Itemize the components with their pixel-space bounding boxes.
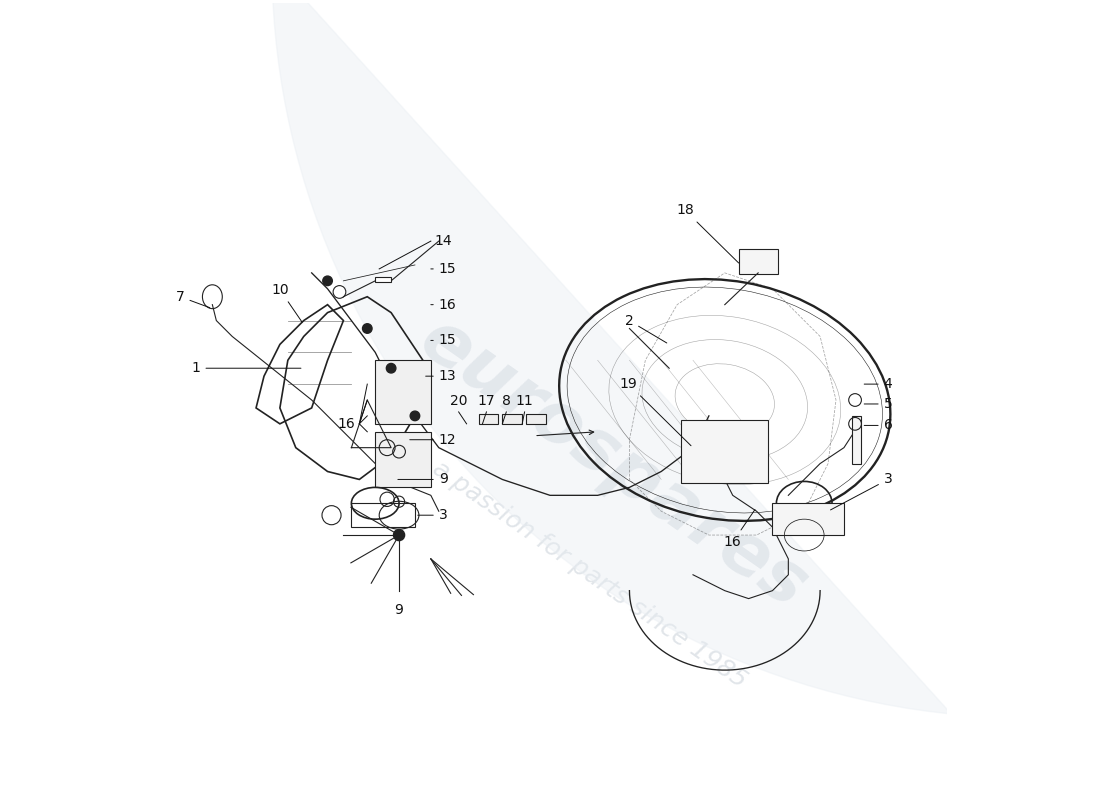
Circle shape xyxy=(363,324,372,334)
Text: 10: 10 xyxy=(271,282,303,322)
Bar xyxy=(851,416,861,463)
Text: 12: 12 xyxy=(410,433,456,446)
Text: 7: 7 xyxy=(176,290,210,308)
Text: 19: 19 xyxy=(619,377,691,446)
Bar xyxy=(503,414,522,424)
Text: 3: 3 xyxy=(418,508,448,522)
Text: 2: 2 xyxy=(625,314,667,343)
FancyBboxPatch shape xyxy=(375,432,431,487)
Text: 4: 4 xyxy=(865,377,892,391)
Text: 16: 16 xyxy=(338,417,355,431)
Text: 17: 17 xyxy=(477,394,495,408)
Circle shape xyxy=(322,276,332,286)
FancyBboxPatch shape xyxy=(739,249,778,274)
Circle shape xyxy=(394,530,405,541)
Text: 16: 16 xyxy=(724,510,755,549)
Text: 20: 20 xyxy=(450,394,468,408)
Text: 11: 11 xyxy=(516,394,534,408)
FancyBboxPatch shape xyxy=(375,360,431,424)
Text: 8: 8 xyxy=(502,394,510,408)
Text: a passion for parts since 1985: a passion for parts since 1985 xyxy=(428,457,751,693)
Text: eurospares: eurospares xyxy=(407,304,821,623)
Text: 6: 6 xyxy=(865,418,892,433)
Text: 15: 15 xyxy=(431,334,456,347)
Text: 9: 9 xyxy=(395,602,404,617)
Polygon shape xyxy=(272,0,1026,798)
Text: 18: 18 xyxy=(676,203,739,263)
Text: 15: 15 xyxy=(431,262,456,276)
Text: 13: 13 xyxy=(426,369,456,383)
Text: 3: 3 xyxy=(830,473,892,510)
Bar xyxy=(375,277,392,282)
Text: 5: 5 xyxy=(865,397,892,411)
Text: 14: 14 xyxy=(434,234,452,248)
Circle shape xyxy=(386,363,396,373)
Bar xyxy=(526,414,546,424)
Circle shape xyxy=(410,411,420,421)
Bar xyxy=(478,414,498,424)
Text: 1: 1 xyxy=(191,362,301,375)
FancyBboxPatch shape xyxy=(681,420,769,483)
Text: 16: 16 xyxy=(431,298,456,312)
Bar xyxy=(772,503,844,535)
Text: 9: 9 xyxy=(398,473,448,486)
FancyArrowPatch shape xyxy=(537,430,594,435)
